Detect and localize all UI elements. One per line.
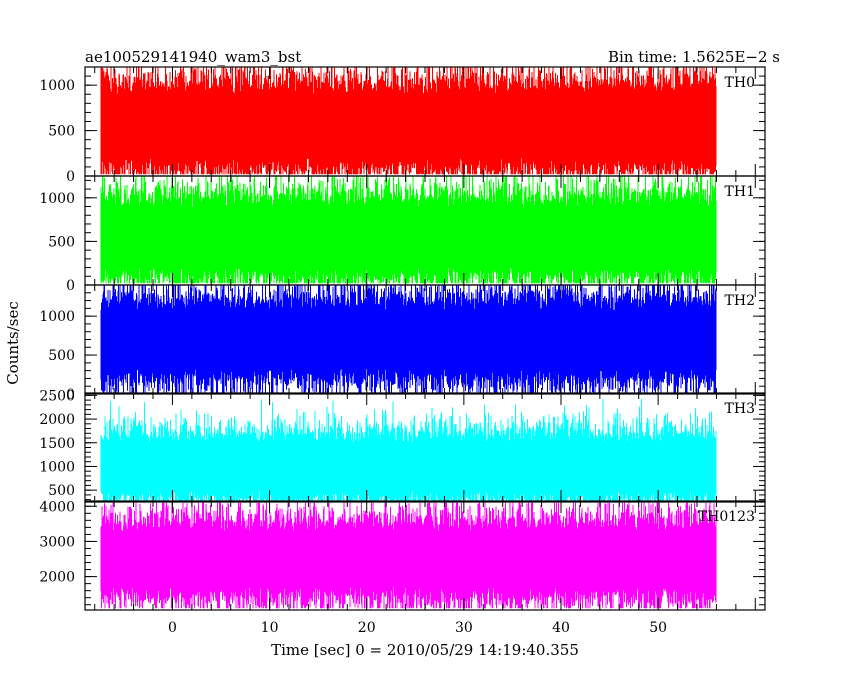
panel-th0: 0 500 1000 TH0 bbox=[39, 66, 766, 185]
bin-time-label: Bin time: 1.5625E−2 s bbox=[608, 48, 780, 66]
y-tick-label: 1000 bbox=[39, 459, 75, 475]
y-tick-label: 0 bbox=[66, 278, 75, 294]
series-label-th0: TH0 bbox=[725, 75, 755, 91]
y-tick-label: 2000 bbox=[39, 570, 75, 586]
chart-title: ae100529141940_wam3_bst bbox=[85, 48, 301, 66]
series-trace-th2 bbox=[100, 285, 717, 394]
x-tick-label: 50 bbox=[649, 620, 667, 636]
x-tick-label: 40 bbox=[552, 620, 570, 636]
y-tick-label: 4000 bbox=[39, 499, 75, 515]
series-trace-th3 bbox=[100, 398, 717, 502]
x-tick-label: 0 bbox=[168, 620, 177, 636]
y-tick-label: 1000 bbox=[39, 78, 75, 94]
y-tick-label: 500 bbox=[48, 483, 75, 499]
series-trace-th0123 bbox=[100, 502, 717, 609]
y-tick-label: 0 bbox=[66, 169, 75, 185]
series-label-th0123: TH0123 bbox=[698, 509, 755, 525]
y-tick-label: 1000 bbox=[39, 191, 75, 207]
series-trace-th1 bbox=[100, 176, 717, 284]
x-tick-label: 10 bbox=[261, 620, 279, 636]
y-tick-label: 500 bbox=[48, 124, 75, 140]
y-tick-label: 1500 bbox=[39, 436, 75, 452]
panel-th0123: 2000 3000 4000 TH0123 bbox=[39, 499, 766, 611]
series-label-th2: TH2 bbox=[725, 293, 755, 309]
series-label-th1: TH1 bbox=[725, 184, 755, 200]
x-tick-label: 20 bbox=[358, 620, 376, 636]
series-label-th3: TH3 bbox=[725, 401, 755, 417]
y-tick-label: 2000 bbox=[39, 412, 75, 428]
y-tick-label: 1000 bbox=[39, 309, 75, 325]
y-tick-label: 500 bbox=[48, 234, 75, 250]
series-trace-th0 bbox=[100, 67, 717, 175]
x-axis-title: Time [sec] 0 = 2010/05/29 14:19:40.355 bbox=[271, 641, 579, 659]
y-tick-label: 2500 bbox=[39, 388, 75, 404]
y-axis-title: Counts/sec bbox=[4, 301, 22, 385]
y-tick-label: 3000 bbox=[39, 534, 75, 550]
y-tick-label: 0 bbox=[66, 387, 75, 403]
x-tick-label: 30 bbox=[455, 620, 473, 636]
y-tick-label: 500 bbox=[48, 348, 75, 364]
